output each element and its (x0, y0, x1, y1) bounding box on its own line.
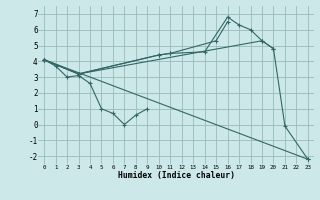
X-axis label: Humidex (Indice chaleur): Humidex (Indice chaleur) (117, 171, 235, 180)
